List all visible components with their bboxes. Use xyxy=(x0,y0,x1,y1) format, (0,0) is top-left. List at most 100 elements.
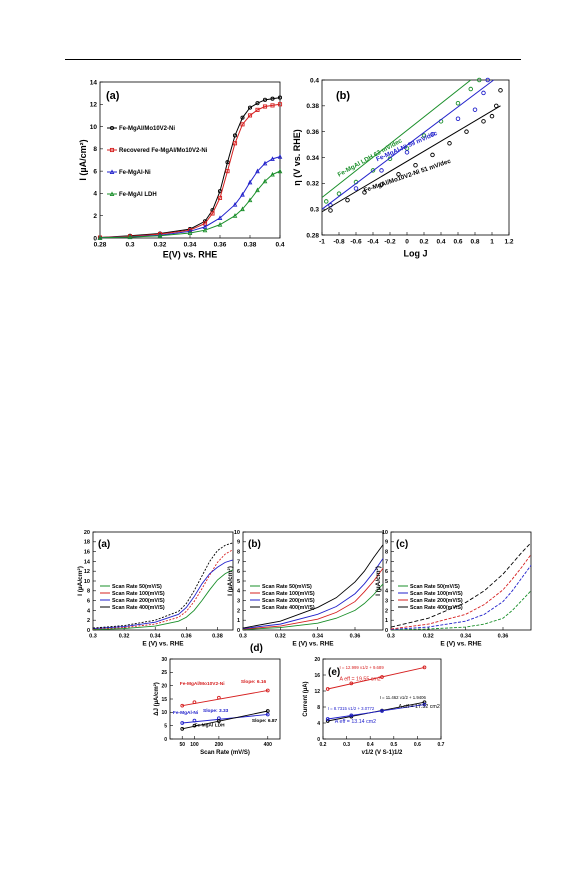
series-line xyxy=(242,567,384,630)
x-axis-label: Scan Rate (mV/S) xyxy=(200,750,250,756)
data-point xyxy=(353,186,359,191)
figure-bottom-c: 0.3 0.32 0.34 0.36 0 1 2 3 4 5 6 7 8 9 10 E (V) vs. RHE… xyxy=(375,530,532,648)
data-point xyxy=(265,712,270,717)
y-tick-label: 12 xyxy=(90,102,98,109)
data-point xyxy=(180,721,185,725)
fit-line xyxy=(327,666,425,690)
x-tick-label: 0.3 xyxy=(387,634,395,640)
x-tick-label: 0.34 xyxy=(184,242,197,249)
y-tick-label: 12 xyxy=(314,689,320,695)
series-line xyxy=(390,590,532,631)
y-tick-label: 0 xyxy=(164,737,167,743)
legend-label: Scan Rate 100(mV/S) xyxy=(262,591,315,597)
data-point xyxy=(232,201,238,207)
legend-marker xyxy=(109,169,115,175)
x-tick-label: 0.5 xyxy=(390,742,397,748)
data-point xyxy=(127,234,133,240)
data-point xyxy=(187,230,193,236)
x-tick-label: -0.6 xyxy=(350,239,362,246)
legend-label: Fe-MgAl/Mo10V2-Ni xyxy=(119,126,175,132)
figure-bottom-d: 50 100 200 400 0 5 10 15 20 25 30 Scan Rate (mV/S) Δ… xyxy=(153,643,281,756)
x-tick-label: 0.3 xyxy=(89,634,97,640)
figure-top-b: -1 -0.8 -0.6 -0.4 -0.2 0 0.2 0.4 0.6 0.8 1 1.2 0.28 0… xyxy=(292,77,514,258)
x-tick-label: 0.7 xyxy=(438,742,445,748)
y-tick-label: 8 xyxy=(317,705,320,711)
x-tick-label: 400 xyxy=(264,742,273,748)
legend-label: Scan Rate 200(mV/S) xyxy=(262,598,315,604)
legend-label: Scan Rate 100(mV/S) xyxy=(410,591,463,597)
data-point xyxy=(262,160,268,166)
figure-bottom-e: 0.2 0.3 0.4 0.5 0.6 0.7 0 4 8 12 16 20 ν1/2 (V S-1)1… xyxy=(303,657,445,756)
data-point xyxy=(225,169,230,174)
data-point xyxy=(447,141,452,146)
y-tick-label: 9 xyxy=(385,540,388,546)
legend-label: Scan Rate 50(mV/S) xyxy=(410,584,460,590)
y-tick-label: 0.38 xyxy=(306,103,319,110)
data-point xyxy=(464,129,469,134)
panel-label: (a) xyxy=(98,539,110,550)
x-tick-label: 200 xyxy=(215,742,224,748)
x-tick-label: 0.38 xyxy=(244,242,257,249)
data-point xyxy=(255,187,260,193)
y-tick-label: 10 xyxy=(161,710,167,716)
slope-annotation: Fe-MgAl/Mo10V2-Ni 51 mV/dec xyxy=(363,158,452,195)
x-tick-label: 0.36 xyxy=(214,242,227,249)
series-line xyxy=(99,97,281,238)
y-tick-label: 0.4 xyxy=(310,77,319,84)
data-point xyxy=(265,709,270,713)
x-tick-label: 0.36 xyxy=(350,634,361,640)
y-tick-label: 20 xyxy=(314,657,320,663)
x-tick-label: 0.3 xyxy=(125,242,134,249)
data-point xyxy=(379,182,384,187)
y-tick-label: 30 xyxy=(161,657,167,663)
y-tick-label: 4 xyxy=(317,721,320,727)
y-tick-label: 8 xyxy=(87,589,90,595)
x-tick-label: -0.2 xyxy=(384,239,396,246)
y-tick-label: 15 xyxy=(161,697,167,703)
data-point xyxy=(485,77,490,83)
series-line xyxy=(390,542,532,628)
y-tick-label: 18 xyxy=(84,540,90,546)
series-annotation: Slope: 3.33 xyxy=(203,708,229,714)
data-point xyxy=(217,719,221,723)
data-point xyxy=(277,95,283,100)
data-point xyxy=(255,101,260,106)
y-tick-label: 5 xyxy=(385,579,388,585)
legend-label: Scan Rate 50(mV/S) xyxy=(262,584,312,590)
x-tick-label: 1.2 xyxy=(504,239,513,246)
fit-equation: I = 12.999 ν1/2 + 9.689 xyxy=(340,665,385,670)
x-tick-label: 0.32 xyxy=(119,634,130,640)
series-line xyxy=(390,554,532,630)
data-point xyxy=(232,141,238,146)
series-line xyxy=(242,558,384,629)
plot-frame xyxy=(322,658,442,740)
x-tick-label: 0.38 xyxy=(212,634,223,640)
legend-label: Scan Rate 400(mV/S) xyxy=(410,605,463,611)
fit-line xyxy=(321,105,501,213)
y-tick-label: 0.32 xyxy=(306,181,319,188)
data-point xyxy=(97,235,103,240)
data-point xyxy=(468,86,473,92)
y-tick-label: 6 xyxy=(93,168,97,175)
series-line xyxy=(390,565,532,630)
data-point xyxy=(422,702,427,707)
x-tick-label: 0.34 xyxy=(460,634,472,640)
legend-label: Scan Rate 200(mV/S) xyxy=(410,598,463,604)
series-annotation: Fe-MgAl LDH xyxy=(194,722,225,728)
data-point xyxy=(240,115,245,120)
fit-line xyxy=(327,704,425,720)
x-tick-label: 0.32 xyxy=(154,242,167,249)
data-point xyxy=(277,168,283,174)
legend-label: Scan Rate 100(mV/S) xyxy=(112,591,165,597)
series-line xyxy=(92,542,234,629)
data-point xyxy=(455,116,461,122)
data-point xyxy=(192,718,197,723)
data-point xyxy=(247,113,253,118)
data-point xyxy=(180,727,185,731)
y-tick-label: 7 xyxy=(385,559,388,565)
data-point xyxy=(349,713,354,718)
legend-label: Scan Rate 50(mV/S) xyxy=(112,584,162,590)
y-tick-label: 10 xyxy=(84,579,90,585)
panel-label: (c) xyxy=(396,539,408,550)
data-point xyxy=(489,113,495,119)
